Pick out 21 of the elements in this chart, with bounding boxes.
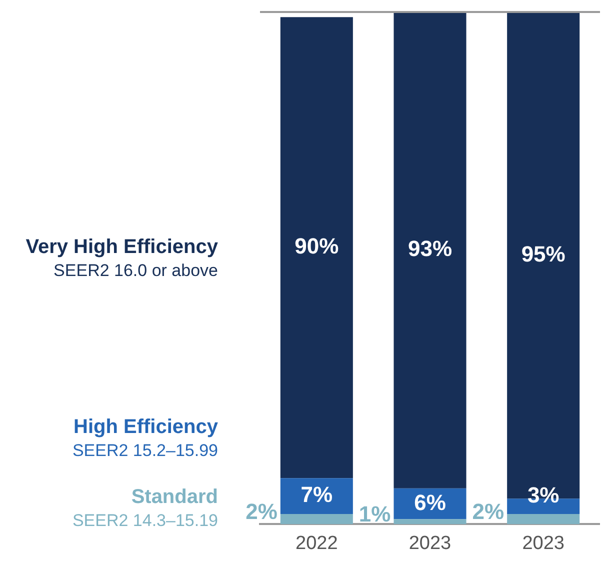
data-label: 90% <box>294 234 339 259</box>
bar <box>280 17 353 478</box>
text: Very High Efficiency SEER2 16.0 or above <box>24 236 218 281</box>
x-tick-label: 2022 <box>296 532 338 554</box>
text: Standard SEER2 14.3–15.19 <box>71 486 218 531</box>
text: High Efficiency SEER2 15.2–15.99 <box>71 416 218 461</box>
data-label: 93% <box>408 236 452 262</box>
bar <box>394 519 466 524</box>
data-label: 6% <box>414 490 446 515</box>
data-label: 3% <box>527 482 560 508</box>
data-label: 2% <box>472 499 504 524</box>
data-label: 2% <box>246 499 278 524</box>
bar <box>507 514 580 524</box>
bar <box>280 514 353 524</box>
bar <box>280 478 353 514</box>
data-label: 95% <box>521 241 566 266</box>
data-label: 7% <box>300 482 333 508</box>
x-tick-label: 2023 <box>408 532 452 554</box>
data-label: 1% <box>358 502 391 527</box>
bar <box>394 12 466 488</box>
x-tick-label: 2023 <box>522 532 564 554</box>
